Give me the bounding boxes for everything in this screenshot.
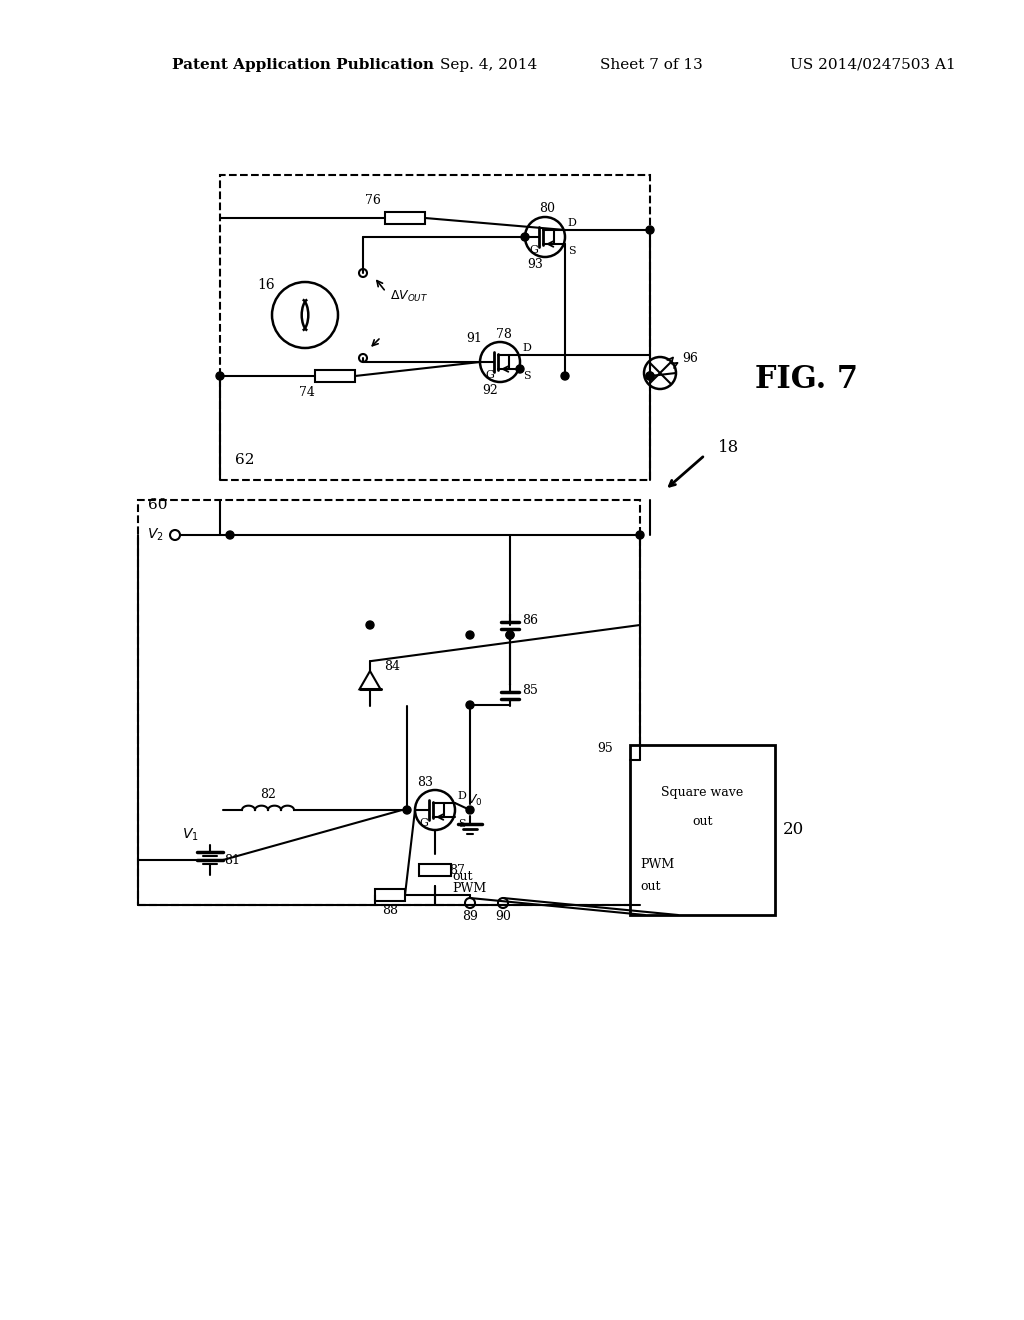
Text: 96: 96: [682, 352, 698, 366]
Bar: [385, 213, 425, 224]
Bar: [419, 865, 451, 876]
Circle shape: [466, 631, 474, 639]
Circle shape: [646, 372, 654, 380]
Text: 62: 62: [234, 453, 255, 467]
Text: Patent Application Publication: Patent Application Publication: [172, 58, 434, 73]
Text: 88: 88: [382, 904, 398, 917]
Circle shape: [506, 631, 514, 639]
Bar: [315, 370, 355, 381]
Circle shape: [366, 620, 374, 630]
Text: out: out: [640, 879, 660, 892]
Bar: [630, 744, 775, 915]
Text: 83: 83: [417, 776, 433, 788]
Circle shape: [646, 226, 654, 234]
Text: $V_1$: $V_1$: [181, 826, 199, 843]
Text: Square wave: Square wave: [662, 787, 743, 799]
Text: 60: 60: [148, 498, 168, 512]
Bar: [138, 500, 640, 906]
Text: S: S: [568, 246, 575, 256]
Circle shape: [466, 807, 474, 814]
Text: 81: 81: [224, 854, 240, 866]
Text: 80: 80: [539, 202, 555, 215]
Text: 93: 93: [527, 259, 543, 272]
Circle shape: [646, 372, 654, 380]
Circle shape: [216, 372, 224, 380]
Text: 86: 86: [522, 614, 538, 627]
Text: 76: 76: [366, 194, 381, 206]
Text: 16: 16: [257, 279, 274, 292]
Text: out: out: [452, 870, 472, 883]
Text: $\Delta V_{OUT}$: $\Delta V_{OUT}$: [390, 289, 428, 304]
Circle shape: [466, 701, 474, 709]
Text: 92: 92: [482, 384, 498, 396]
Text: D: D: [567, 218, 577, 228]
Text: FIG. 7: FIG. 7: [755, 364, 858, 396]
Text: Sheet 7 of 13: Sheet 7 of 13: [600, 58, 702, 73]
Text: 82: 82: [260, 788, 275, 800]
Text: 90: 90: [495, 911, 511, 924]
Circle shape: [506, 631, 514, 639]
Text: 20: 20: [782, 821, 804, 838]
Text: 74: 74: [299, 385, 315, 399]
Text: G: G: [485, 370, 495, 380]
Text: US 2014/0247503 A1: US 2014/0247503 A1: [790, 58, 955, 73]
Text: PWM: PWM: [452, 883, 486, 895]
Text: D: D: [458, 791, 467, 801]
Text: PWM: PWM: [640, 858, 674, 870]
Text: 85: 85: [522, 684, 538, 697]
Text: S: S: [458, 818, 466, 829]
Circle shape: [636, 531, 644, 539]
Text: 87: 87: [450, 863, 465, 876]
Bar: [220, 176, 650, 480]
Circle shape: [226, 531, 234, 539]
Text: 91: 91: [466, 333, 482, 346]
Circle shape: [521, 234, 529, 242]
Text: $V_0$: $V_0$: [467, 792, 482, 808]
Text: 78: 78: [496, 327, 512, 341]
Text: 18: 18: [718, 440, 739, 457]
Text: Sep. 4, 2014: Sep. 4, 2014: [440, 58, 538, 73]
Circle shape: [561, 372, 569, 380]
Text: D: D: [522, 343, 531, 352]
Text: G: G: [529, 246, 539, 255]
Circle shape: [516, 366, 524, 374]
Text: S: S: [523, 371, 530, 381]
Text: 84: 84: [384, 660, 400, 673]
Text: 89: 89: [462, 911, 478, 924]
Text: out: out: [692, 814, 713, 828]
Circle shape: [403, 807, 411, 814]
Bar: [375, 888, 406, 902]
Text: G: G: [420, 818, 428, 828]
Text: 95: 95: [597, 742, 613, 755]
Text: $V_2$: $V_2$: [146, 527, 164, 544]
